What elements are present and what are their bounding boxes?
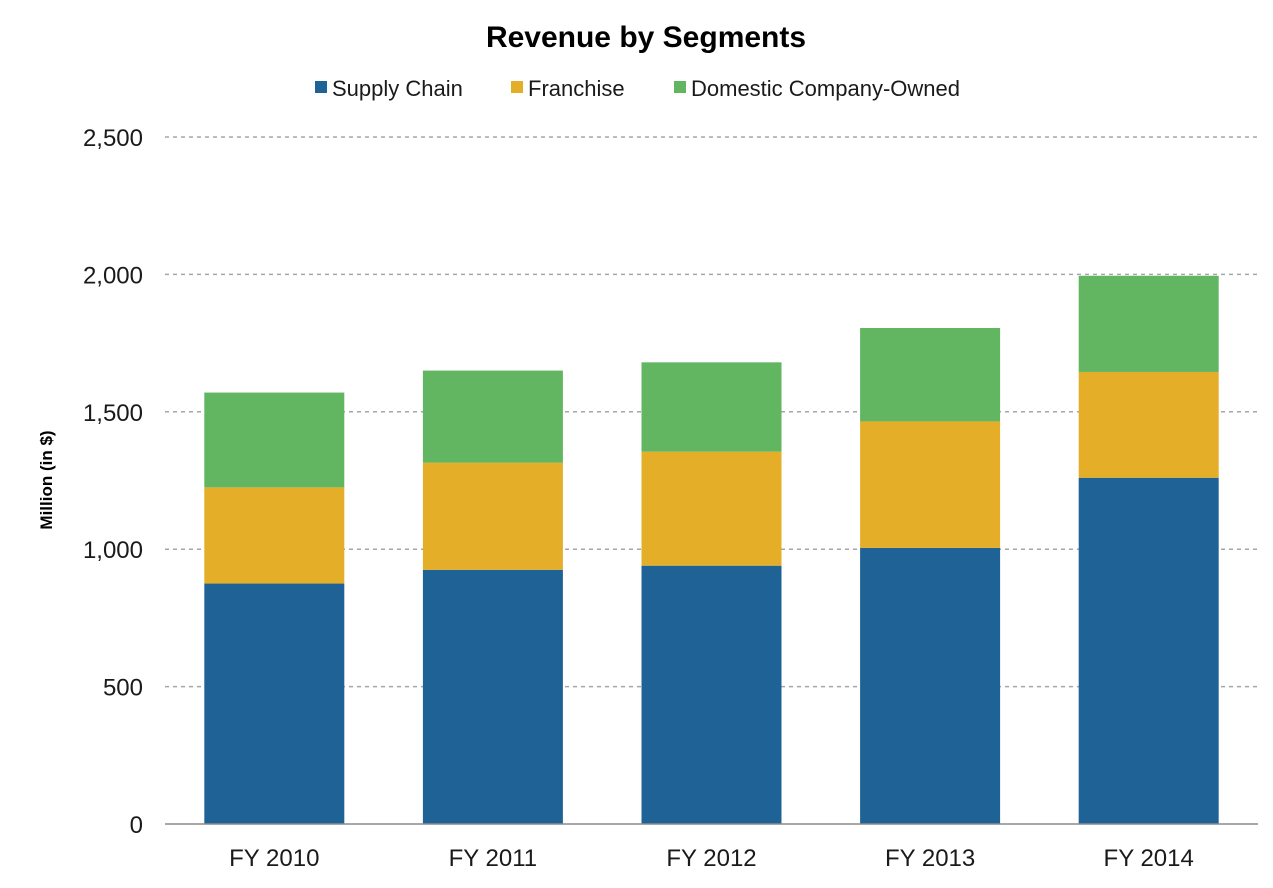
legend-swatch: [674, 81, 686, 93]
y-tick-label: 1,000: [83, 537, 143, 564]
bar-supply-chain: [860, 547, 1001, 824]
y-tick-label: 0: [130, 812, 143, 839]
legend-swatch: [315, 81, 327, 93]
bar-franchise: [204, 487, 345, 584]
bar-franchise: [860, 421, 1001, 548]
bar-supply-chain: [204, 583, 345, 824]
bar-supply-chain: [1078, 477, 1219, 824]
y-tick-label: 2,500: [83, 125, 143, 152]
bar-domestic-company-owned: [1078, 275, 1219, 372]
bar-domestic-company-owned: [204, 392, 345, 488]
x-tick-label: FY 2010: [229, 845, 319, 872]
y-tick-label: 1,500: [83, 400, 143, 427]
bar-supply-chain: [641, 565, 782, 824]
bar-domestic-company-owned: [422, 370, 563, 463]
x-tick-label: FY 2012: [666, 845, 756, 872]
legend-label: Franchise: [528, 76, 625, 101]
bar-supply-chain: [422, 569, 563, 824]
x-tick-label: FY 2013: [885, 845, 975, 872]
y-axis-label: Million (in $): [37, 430, 56, 529]
x-tick-label: FY 2014: [1104, 845, 1194, 872]
y-tick-label: 2,000: [83, 262, 143, 289]
legend-swatch: [511, 81, 523, 93]
y-tick-label: 500: [103, 675, 143, 702]
bar-domestic-company-owned: [860, 327, 1001, 422]
x-axis-ticks: FY 2010 FY 2011 FY 2012 FY 2013 FY 2014: [229, 845, 1194, 872]
legend-label: Supply Chain: [332, 76, 463, 101]
bar-domestic-company-owned: [641, 362, 782, 452]
legend-label: Domestic Company-Owned: [691, 76, 960, 101]
y-axis-ticks: 0 500 1,000 1,500 2,000 2,500: [83, 125, 143, 839]
x-tick-label: FY 2011: [449, 845, 538, 872]
bars: [204, 275, 1219, 824]
bar-franchise: [422, 462, 563, 570]
bar-franchise: [1078, 371, 1219, 478]
legend: Supply Chain Franchise Domestic Company-Ow…: [315, 76, 960, 101]
bar-franchise: [641, 451, 782, 566]
chart-title: Revenue by Segments: [486, 21, 806, 54]
